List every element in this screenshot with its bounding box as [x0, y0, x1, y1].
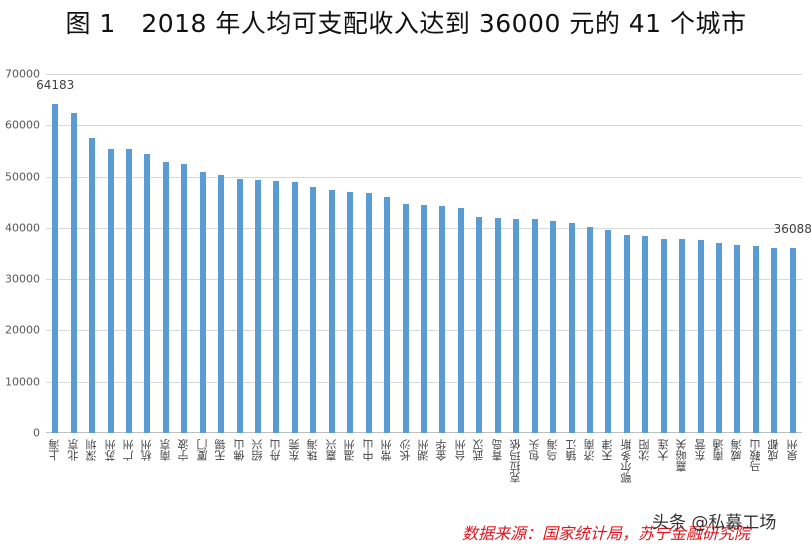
x-tick-label: 广州	[121, 439, 135, 461]
x-tick-label: 东莞	[287, 439, 301, 461]
x-tick-label: 包头	[527, 439, 541, 461]
x-tick-label: 佛山	[232, 439, 246, 461]
gridline	[46, 176, 802, 178]
bar	[107, 148, 114, 433]
x-tick-label: 金华	[435, 439, 449, 461]
bar	[586, 227, 593, 433]
data-label: 36088	[773, 221, 812, 236]
x-tick-label: 鄂尔多斯	[619, 439, 633, 483]
bar	[52, 103, 59, 433]
x-tick-label: 无锡	[214, 439, 228, 461]
x-tick-label: 乌海	[546, 439, 560, 461]
x-tick-label: 厦门	[195, 439, 209, 461]
y-tick-label: 70000	[5, 67, 40, 81]
bar	[181, 164, 188, 433]
bar	[605, 230, 612, 433]
bar	[291, 181, 298, 433]
bar	[199, 171, 206, 433]
y-tick-label: 60000	[5, 118, 40, 132]
bar	[328, 189, 335, 433]
y-tick-label: 30000	[5, 272, 40, 286]
y-tick-label: 0	[33, 426, 40, 440]
bar	[365, 193, 372, 433]
bar	[89, 137, 96, 433]
x-tick-label: 济南	[582, 439, 596, 461]
bar	[550, 220, 557, 433]
bar	[144, 154, 151, 433]
x-tick-label: 东营	[693, 439, 707, 461]
y-tick-label: 20000	[5, 323, 40, 337]
bar	[771, 247, 778, 433]
bar	[125, 148, 132, 433]
bar	[513, 218, 520, 433]
y-tick-label: 40000	[5, 221, 40, 235]
x-tick-label: 舟山	[269, 439, 283, 461]
x-tick-label: 南通	[712, 439, 726, 461]
bar	[218, 174, 225, 433]
x-tick-label: 大连	[656, 439, 670, 461]
bar	[568, 223, 575, 433]
x-tick-label: 温州	[343, 439, 357, 461]
x-tick-label: 成都	[767, 439, 781, 461]
bar	[734, 245, 741, 433]
bar	[402, 204, 409, 433]
bar	[752, 246, 759, 433]
x-tick-label: 北京	[66, 439, 80, 461]
bar	[660, 238, 667, 433]
x-tick-label: 台州	[453, 439, 467, 461]
bar	[531, 219, 538, 433]
gridline	[46, 74, 802, 75]
x-tick-label: 长沙	[398, 439, 412, 461]
x-tick-label: 嘉兴	[324, 439, 338, 461]
x-tick-label: 天津	[601, 439, 615, 461]
bar	[697, 239, 704, 433]
bar	[347, 192, 354, 433]
x-tick-label: 珠海	[306, 439, 320, 461]
x-tick-label: 克拉玛依	[509, 439, 523, 483]
watermark: 头条 @私募工场	[652, 513, 777, 533]
x-tick-label: 湖州	[417, 439, 430, 461]
bar	[789, 247, 796, 433]
x-tick-label: 武汉	[472, 439, 486, 461]
gridline	[46, 125, 802, 127]
bar	[642, 235, 649, 433]
bar	[421, 205, 427, 433]
bar	[384, 197, 391, 433]
bar	[310, 186, 317, 433]
bar	[457, 207, 464, 433]
bar	[494, 218, 501, 433]
bar	[439, 206, 446, 433]
x-tick-label: 镇江	[564, 439, 578, 461]
x-tick-label: 上海	[48, 439, 62, 461]
x-tick-label: 沈阳	[638, 439, 652, 461]
x-tick-label: 杭州	[140, 439, 154, 461]
bar	[679, 238, 686, 433]
data-label: 64183	[36, 77, 75, 92]
bar	[255, 179, 262, 433]
chart-title: 图 1 2018 年人均可支配收入达到 36000 元的 41 个城市	[65, 9, 747, 38]
x-tick-label: 深圳	[85, 439, 99, 461]
bar	[236, 178, 243, 433]
x-tick-label: 泉州	[785, 439, 799, 461]
bar	[623, 235, 630, 433]
bar	[716, 243, 723, 433]
bar-chart-plot-area: 0 10000 20000 30000 40000 50000 60000 70000 上海 北京…	[5, 68, 812, 484]
bar	[70, 113, 77, 433]
x-tick-label: 宁波	[177, 439, 191, 461]
y-tick-label: 10000	[5, 375, 40, 389]
x-tick-label: 南京	[158, 439, 172, 461]
bar	[162, 161, 169, 433]
x-tick-label: 青岛	[490, 439, 504, 461]
bar	[476, 216, 483, 433]
x-tick-label: 绍兴	[251, 439, 265, 461]
bar	[273, 181, 280, 433]
x-tick-label: 威海	[730, 439, 744, 461]
x-tick-label: 苏州	[103, 439, 117, 461]
x-tick-label: 常州	[380, 439, 394, 461]
y-tick-label: 50000	[5, 170, 40, 184]
x-tick-label: 中山	[361, 439, 375, 461]
x-tick-label: 嘉峪关	[675, 439, 689, 472]
x-tick-label: 马鞍山	[748, 439, 762, 472]
data-source-note: 数据来源：国家统计局，苏宁金融研究院	[462, 524, 751, 543]
